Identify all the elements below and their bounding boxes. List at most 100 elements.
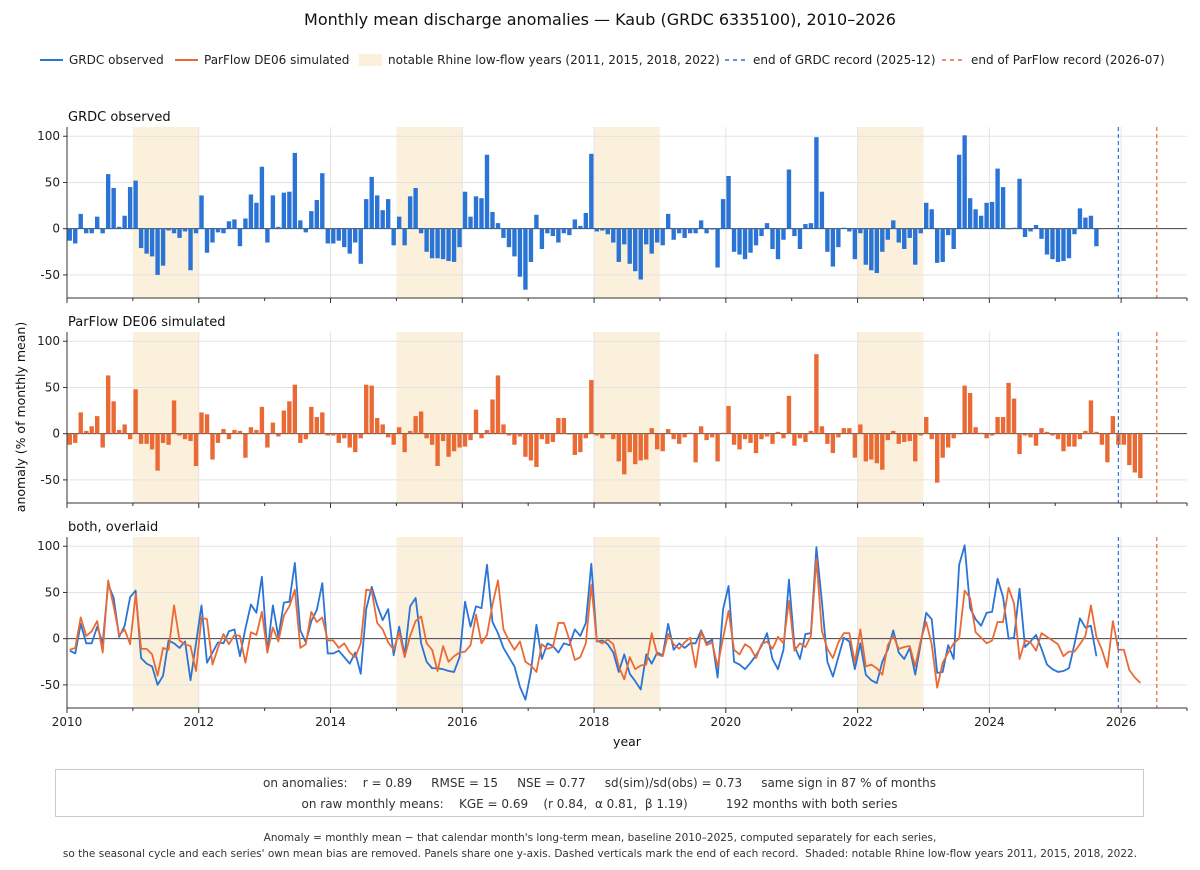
lowflow-shade-2018 <box>594 332 660 503</box>
bar-parflow <box>314 417 319 434</box>
bar-grdc <box>1006 228 1011 230</box>
bar-grdc <box>583 212 589 229</box>
bar-grdc <box>435 228 440 259</box>
bar-grdc <box>84 228 89 234</box>
bar-grdc <box>358 228 363 264</box>
bar-parflow <box>808 430 814 434</box>
bar-parflow <box>698 426 704 434</box>
bar-parflow <box>693 433 698 463</box>
bar-parflow <box>1099 433 1105 445</box>
x-tick-label: 2026 <box>1106 715 1137 729</box>
bar-grdc <box>665 213 671 229</box>
bar-grdc <box>907 228 912 238</box>
bar-grdc <box>709 228 715 230</box>
bar-parflow <box>418 411 424 434</box>
panel-title: both, overlaid <box>68 520 158 535</box>
bar-parflow <box>248 427 254 434</box>
lowflow-shade-2015 <box>396 332 463 503</box>
bar-grdc <box>797 228 803 250</box>
bar-parflow <box>193 433 199 467</box>
x-tick-label: 2018 <box>579 715 610 729</box>
stats-raw-means: on raw monthly means: KGE = 0.69 (r 0.84… <box>301 797 898 811</box>
bar-parflow <box>331 433 336 436</box>
bar-grdc <box>221 228 226 234</box>
bar-grdc <box>885 228 890 240</box>
bar-parflow <box>852 433 858 458</box>
bar-grdc <box>1061 228 1066 262</box>
bar-parflow <box>660 433 665 452</box>
bar-grdc <box>309 211 314 229</box>
legend: GRDC observed ParFlow DE06 simulated not… <box>40 53 1165 67</box>
bar-grdc <box>556 228 561 243</box>
y-tick-label: 0 <box>52 222 60 236</box>
y-tick-label: 50 <box>45 175 60 189</box>
bar-parflow <box>534 433 539 467</box>
bar-parflow <box>1017 433 1022 455</box>
bar-parflow <box>435 433 440 467</box>
bar-grdc <box>655 228 660 243</box>
bar-grdc <box>693 228 698 234</box>
bar-grdc <box>539 228 545 250</box>
bar-parflow <box>506 433 512 436</box>
bar-grdc <box>742 228 748 260</box>
bar-grdc <box>506 228 512 248</box>
bar-grdc <box>1028 228 1033 232</box>
bar-parflow <box>457 433 462 448</box>
bar-grdc <box>149 228 155 257</box>
bar-grdc <box>276 226 281 229</box>
bar-grdc <box>166 228 171 231</box>
bar-parflow <box>243 433 248 458</box>
x-tick-label: 2022 <box>842 715 873 729</box>
bar-grdc <box>781 228 786 240</box>
legend-label-end-parflow: end of ParFlow record (2026-07) <box>971 53 1165 67</box>
lowflow-shade-2015 <box>396 127 463 298</box>
bar-grdc <box>622 228 627 245</box>
panel-3: -50 0 50 100 both, overlaid 2010 2012 2014 2016 2… <box>37 520 1188 729</box>
lowflow-shade-2022 <box>857 332 924 503</box>
bar-parflow <box>665 429 671 434</box>
bar-parflow <box>797 433 803 439</box>
bar-grdc <box>380 210 385 229</box>
bar-grdc <box>748 228 753 253</box>
bar-grdc <box>1033 224 1039 229</box>
bar-grdc <box>440 228 446 260</box>
bar-parflow <box>298 433 303 443</box>
bar-parflow <box>913 433 918 462</box>
bar-grdc <box>545 228 550 234</box>
bar-parflow <box>594 433 599 436</box>
bar-grdc <box>660 228 665 246</box>
bar-parflow <box>84 430 89 434</box>
bar-parflow <box>753 433 759 454</box>
y-tick-label: 0 <box>52 632 60 646</box>
bar-parflow <box>786 395 792 434</box>
bar-grdc <box>413 188 418 229</box>
bar-parflow <box>1088 400 1094 434</box>
bar-grdc <box>144 228 149 254</box>
bar-grdc <box>671 228 676 240</box>
bar-grdc <box>924 202 929 229</box>
line-grdc <box>69 544 1098 701</box>
bar-parflow <box>336 433 341 443</box>
bar-grdc <box>913 228 918 265</box>
legend-swatch-lowflow <box>359 54 382 66</box>
footnote-line-2: so the seasonal cycle and each series' o… <box>62 848 1138 860</box>
bar-parflow <box>100 433 105 448</box>
bar-grdc <box>935 228 940 263</box>
bar-grdc <box>89 228 94 234</box>
bar-parflow <box>863 433 869 462</box>
bar-parflow <box>578 433 583 453</box>
bar-grdc <box>265 228 270 243</box>
bar-grdc <box>814 137 819 229</box>
bar-parflow <box>731 433 737 445</box>
bar-grdc <box>945 228 951 236</box>
bar-grdc <box>962 135 967 229</box>
bar-parflow <box>528 433 534 461</box>
bar-grdc <box>396 216 402 229</box>
lowflow-shade-2022 <box>857 537 924 708</box>
bar-grdc <box>825 228 830 252</box>
bar-parflow <box>479 433 484 439</box>
bar-parflow <box>1039 428 1044 434</box>
bar-parflow <box>468 433 473 441</box>
bar-grdc <box>407 196 413 229</box>
bar-grdc <box>73 228 78 244</box>
